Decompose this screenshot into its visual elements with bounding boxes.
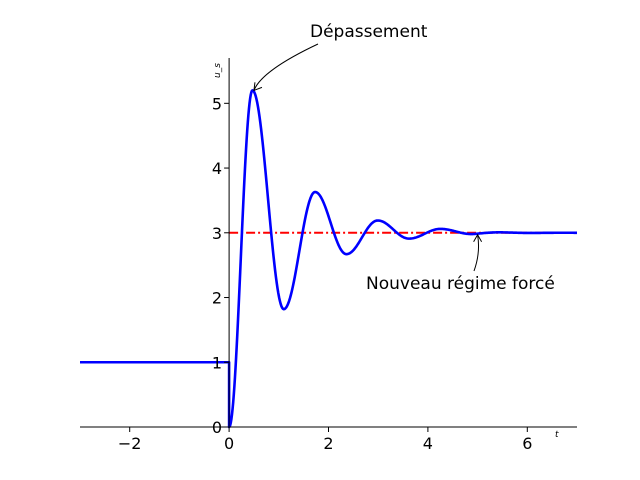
x-tick-label: −2 [118,434,142,453]
y-tick-label: 2 [212,289,222,308]
arrow-regime-force [473,234,480,272]
annotation-regime-force: Nouveau régime forcé [366,274,555,294]
x-tick-label: 2 [323,434,333,453]
x-tick-label: 0 [224,434,234,453]
y-tick-label: 3 [212,224,222,243]
x-axis-label: t [555,430,559,440]
annotation-depassement: Dépassement [310,22,428,42]
arrowhead-regime-force [473,233,483,243]
y-tick-label: 5 [212,94,222,113]
arrowhead-depassement [253,82,263,92]
y-tick-label: 4 [212,159,222,178]
y-tick-label: 0 [212,418,222,437]
response-curve [80,89,577,429]
x-tick-label: 6 [522,434,532,453]
arrow-depassement [253,43,319,91]
x-tick-label: 4 [423,434,433,453]
y-tick-label: 1 [212,353,222,372]
y-axis-label: u_s [213,63,223,78]
